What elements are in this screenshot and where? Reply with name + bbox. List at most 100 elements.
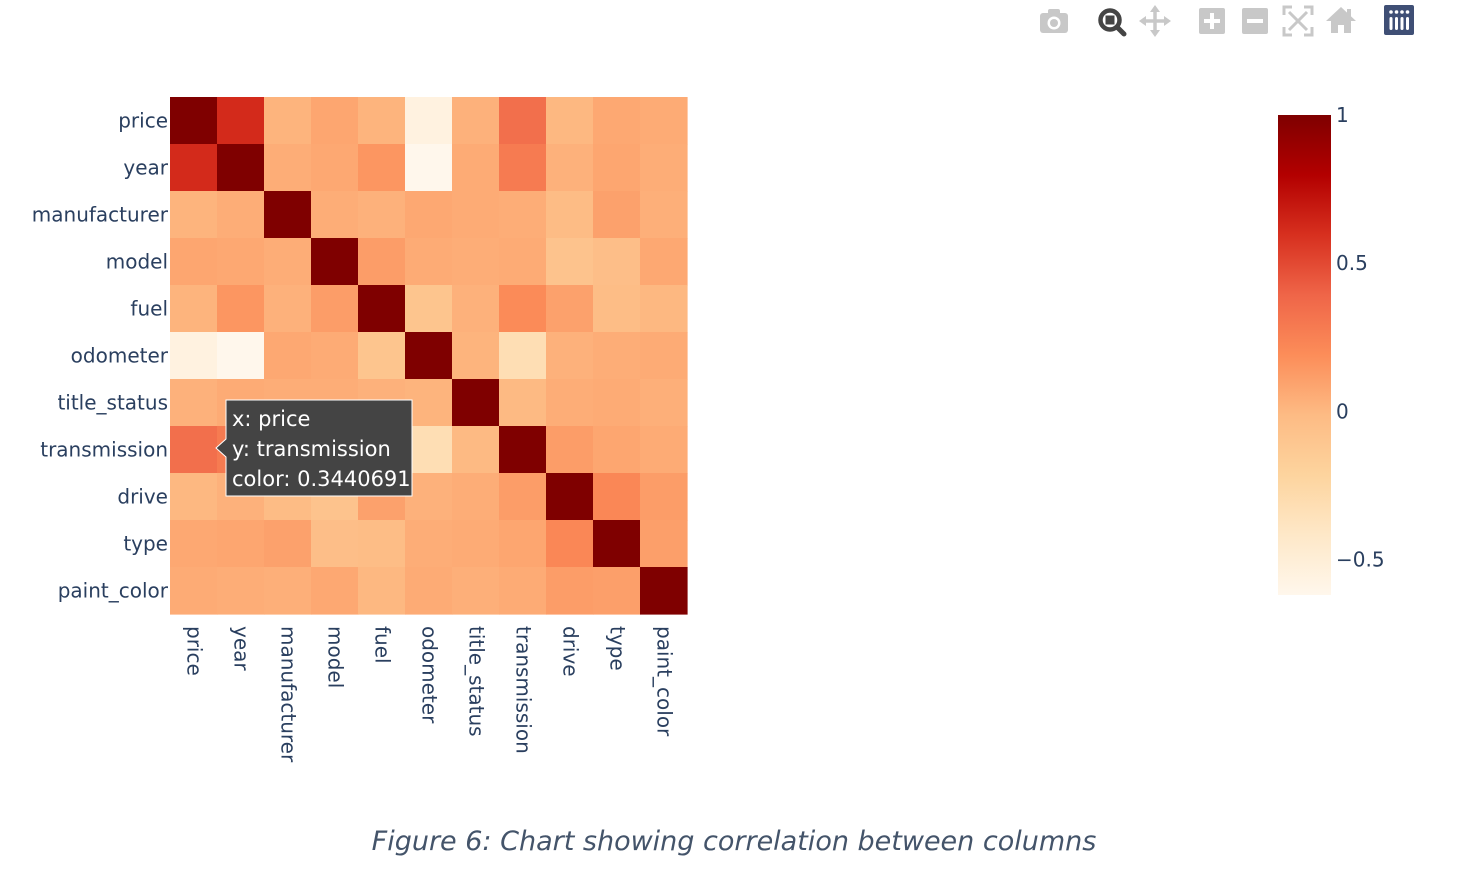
- heatmap-cell-title_status-type[interactable]: [593, 379, 641, 427]
- heatmap-cell-paint_color-price[interactable]: [170, 567, 218, 615]
- heatmap-cell-paint_color-paint_color[interactable]: [640, 567, 688, 615]
- heatmap-cell-title_status-transmission[interactable]: [499, 379, 547, 427]
- heatmap-cell-transmission-type[interactable]: [593, 426, 641, 474]
- heatmap-cell-manufacturer-drive[interactable]: [546, 191, 594, 239]
- heatmap-cell-drive-transmission[interactable]: [499, 473, 547, 521]
- heatmap-cell-fuel-model[interactable]: [311, 285, 359, 333]
- zoom-out-icon[interactable]: [1242, 8, 1268, 34]
- heatmap-cell-fuel-price[interactable]: [170, 285, 218, 333]
- heatmap-cell-manufacturer-model[interactable]: [311, 191, 359, 239]
- heatmap-cell-fuel-type[interactable]: [593, 285, 641, 333]
- heatmap-cell-fuel-manufacturer[interactable]: [264, 285, 312, 333]
- heatmap-cell-paint_color-odometer[interactable]: [405, 567, 453, 615]
- heatmap-cell-fuel-fuel[interactable]: [358, 285, 406, 333]
- heatmap-cell-fuel-transmission[interactable]: [499, 285, 547, 333]
- heatmap-cell-year-paint_color[interactable]: [640, 144, 688, 192]
- heatmap-cell-paint_color-drive[interactable]: [546, 567, 594, 615]
- heatmap-cell-manufacturer-odometer[interactable]: [405, 191, 453, 239]
- camera-icon[interactable]: [1040, 9, 1068, 33]
- heatmap-cell-paint_color-type[interactable]: [593, 567, 641, 615]
- heatmap-cell-year-model[interactable]: [311, 144, 359, 192]
- heatmap-cell-type-paint_color[interactable]: [640, 520, 688, 568]
- heatmap-cell-price-manufacturer[interactable]: [264, 97, 312, 145]
- heatmap-cell-title_status-odometer[interactable]: [405, 379, 453, 427]
- zoom-in-icon[interactable]: [1199, 8, 1225, 34]
- heatmap-cell-manufacturer-transmission[interactable]: [499, 191, 547, 239]
- heatmap-cell-type-type[interactable]: [593, 520, 641, 568]
- heatmap-cell-odometer-transmission[interactable]: [499, 332, 547, 380]
- zoom-icon[interactable]: [1098, 8, 1127, 37]
- heatmap-cell-price-title_status[interactable]: [452, 97, 500, 145]
- heatmap-cell-year-title_status[interactable]: [452, 144, 500, 192]
- heatmap-cell-price-price[interactable]: [170, 97, 218, 145]
- heatmap-cell-year-year[interactable]: [217, 144, 265, 192]
- heatmap-cell-paint_color-year[interactable]: [217, 567, 265, 615]
- heatmap-cell-paint_color-transmission[interactable]: [499, 567, 547, 615]
- heatmap-cell-year-price[interactable]: [170, 144, 218, 192]
- heatmap-cell-model-year[interactable]: [217, 238, 265, 286]
- heatmap-cell-drive-odometer[interactable]: [405, 473, 453, 521]
- heatmap-cell-fuel-odometer[interactable]: [405, 285, 453, 333]
- heatmap-cell-odometer-paint_color[interactable]: [640, 332, 688, 380]
- heatmap-cell-model-odometer[interactable]: [405, 238, 453, 286]
- heatmap-cell-type-price[interactable]: [170, 520, 218, 568]
- heatmap-cell-fuel-paint_color[interactable]: [640, 285, 688, 333]
- heatmap-cell-model-fuel[interactable]: [358, 238, 406, 286]
- heatmap-cell-year-manufacturer[interactable]: [264, 144, 312, 192]
- heatmap-cell-manufacturer-paint_color[interactable]: [640, 191, 688, 239]
- heatmap-cell-odometer-model[interactable]: [311, 332, 359, 380]
- heatmap-cell-paint_color-manufacturer[interactable]: [264, 567, 312, 615]
- heatmap-cell-transmission-title_status[interactable]: [452, 426, 500, 474]
- heatmap-cell-drive-price[interactable]: [170, 473, 218, 521]
- heatmap-cell-price-year[interactable]: [217, 97, 265, 145]
- heatmap-cell-drive-type[interactable]: [593, 473, 641, 521]
- heatmap-cell-year-fuel[interactable]: [358, 144, 406, 192]
- heatmap-cell-transmission-price[interactable]: [170, 426, 218, 474]
- heatmap-cell-transmission-paint_color[interactable]: [640, 426, 688, 474]
- heatmap-cell-transmission-odometer[interactable]: [405, 426, 453, 474]
- heatmap-cell-odometer-title_status[interactable]: [452, 332, 500, 380]
- heatmap-cell-type-drive[interactable]: [546, 520, 594, 568]
- heatmap-cell-type-odometer[interactable]: [405, 520, 453, 568]
- heatmap-cell-type-transmission[interactable]: [499, 520, 547, 568]
- heatmap-cell-paint_color-model[interactable]: [311, 567, 359, 615]
- heatmap-cell-odometer-drive[interactable]: [546, 332, 594, 380]
- heatmap-cell-fuel-drive[interactable]: [546, 285, 594, 333]
- heatmap-cell-manufacturer-price[interactable]: [170, 191, 218, 239]
- heatmap-cell-manufacturer-title_status[interactable]: [452, 191, 500, 239]
- heatmap-cell-odometer-price[interactable]: [170, 332, 218, 380]
- heatmap-cell-price-fuel[interactable]: [358, 97, 406, 145]
- heatmap-cell-price-transmission[interactable]: [499, 97, 547, 145]
- heatmap-cell-price-type[interactable]: [593, 97, 641, 145]
- plotly-logo-icon[interactable]: [1384, 5, 1414, 35]
- heatmap-cell-manufacturer-fuel[interactable]: [358, 191, 406, 239]
- heatmap-cell-paint_color-fuel[interactable]: [358, 567, 406, 615]
- heatmap-cell-transmission-transmission[interactable]: [499, 426, 547, 474]
- heatmap-cell-type-fuel[interactable]: [358, 520, 406, 568]
- heatmap-cell-odometer-odometer[interactable]: [405, 332, 453, 380]
- pan-icon[interactable]: [1139, 5, 1171, 37]
- heatmap-cell-transmission-drive[interactable]: [546, 426, 594, 474]
- heatmap-cell-odometer-year[interactable]: [217, 332, 265, 380]
- heatmap-cell-drive-title_status[interactable]: [452, 473, 500, 521]
- autoscale-icon[interactable]: [1282, 5, 1314, 37]
- heatmap-cell-model-manufacturer[interactable]: [264, 238, 312, 286]
- heatmap-cell-odometer-manufacturer[interactable]: [264, 332, 312, 380]
- heatmap-cell-paint_color-title_status[interactable]: [452, 567, 500, 615]
- heatmap-cell-title_status-title_status[interactable]: [452, 379, 500, 427]
- heatmap-cell-model-type[interactable]: [593, 238, 641, 286]
- heatmap-cell-year-odometer[interactable]: [405, 144, 453, 192]
- reset-axes-icon[interactable]: [1326, 7, 1356, 33]
- heatmap-cell-model-model[interactable]: [311, 238, 359, 286]
- heatmap-cell-price-odometer[interactable]: [405, 97, 453, 145]
- heatmap-cell-price-model[interactable]: [311, 97, 359, 145]
- heatmap-cell-title_status-paint_color[interactable]: [640, 379, 688, 427]
- heatmap-cell-year-type[interactable]: [593, 144, 641, 192]
- heatmap-cell-fuel-year[interactable]: [217, 285, 265, 333]
- heatmap-cell-type-model[interactable]: [311, 520, 359, 568]
- heatmap-cell-title_status-price[interactable]: [170, 379, 218, 427]
- heatmap-cell-model-title_status[interactable]: [452, 238, 500, 286]
- heatmap-cell-manufacturer-type[interactable]: [593, 191, 641, 239]
- heatmap-cell-manufacturer-manufacturer[interactable]: [264, 191, 312, 239]
- heatmap-cell-drive-drive[interactable]: [546, 473, 594, 521]
